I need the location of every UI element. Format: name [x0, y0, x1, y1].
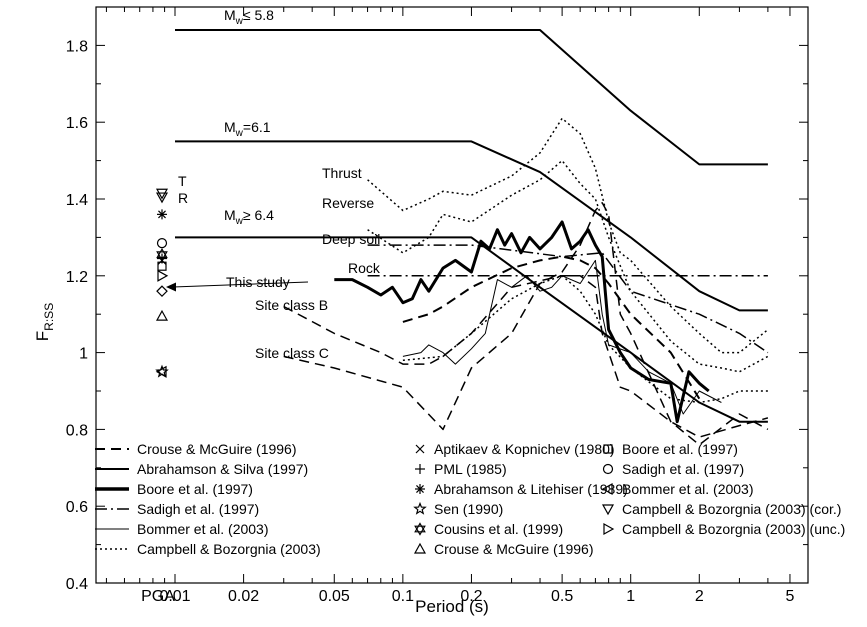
legend-label: Campbell & Bozorgnia (2003) (unc.)	[622, 521, 845, 537]
pga-marker-this-study	[156, 285, 168, 298]
site-class-c-label: Site class C	[255, 345, 329, 361]
legend-symbol-aptikaev-kopnichev-1980	[415, 444, 425, 454]
legend-symbol-campbell-bozorgnia-2003-unc	[603, 522, 615, 536]
pga-marker-campbell-bozorgnia-2003-unc	[157, 269, 169, 282]
y-axis-title: FR:SS	[33, 303, 56, 341]
legend-label: Sadigh et al. (1997)	[137, 501, 259, 517]
y-tick-label: 0.6	[66, 499, 88, 516]
t-label: T	[178, 173, 187, 189]
legend-label: Abrahamson & Silva (1997)	[137, 461, 308, 477]
x-tick-label-pga: PGA	[141, 588, 175, 605]
legend-label: Sadigh et al. (1997)	[622, 461, 744, 477]
x-tick-label: 2	[695, 588, 704, 605]
series-line-sadigh-et-al-1997	[367, 244, 769, 354]
legend-label: Crouse & McGuire (1996)	[137, 441, 297, 457]
x-tick-label: 0.05	[319, 588, 350, 605]
pga-marker-crouse-mcguire-1996	[155, 309, 169, 321]
x-tick-label: 0.2	[460, 588, 482, 605]
legend-label: Boore et al. (1997)	[137, 481, 253, 497]
series-line-crouse-mcguire-1996	[283, 275, 769, 438]
pga-marker-campbell-bozorgnia-2003-cor	[155, 188, 169, 200]
legend-label: Bommer et al. (2003)	[137, 521, 269, 537]
legend-symbol-crouse-mcguire-1996	[413, 542, 427, 554]
x-tick-label: 5	[786, 588, 795, 605]
legend-label: Sen (1990)	[434, 501, 503, 517]
legend-label: Boore et al. (1997)	[622, 441, 738, 457]
pga-marker-abrahamson-litehiser-1989	[157, 209, 167, 220]
y-tick-label: 1.2	[66, 269, 88, 286]
legend-label: Campbell & Bozorgnia (2003) (cor.)	[622, 501, 841, 517]
legend-label: Crouse & McGuire (1996)	[434, 541, 594, 557]
axes	[95, 6, 809, 584]
pga-marker-sen-1990	[155, 364, 169, 378]
axis-ticks: 0.4 0.6 0.8 1 1.2 1.4 1.6 1.8 0.01 0.02 0.05 0.1 0.2…	[66, 6, 808, 605]
pga-marker-campbell-bozorgnia-2003-cor	[155, 192, 169, 204]
y-tick-label: 1.4	[66, 192, 88, 209]
x-tick-label: 0.01	[159, 588, 190, 605]
rock-label: Rock	[348, 260, 381, 276]
mw-low-label: Mw≥ 6.4	[224, 207, 274, 227]
pga-marker-sadigh-et-al-1997	[156, 238, 168, 249]
y-tick-label: 1	[79, 346, 88, 363]
thrust-label: Thrust	[322, 165, 362, 181]
legend-symbol-bommer-et-al-2003	[601, 482, 613, 496]
deep-soil-label: Deep soil	[322, 231, 380, 247]
legend-label: Abrahamson & Litehiser (1989)	[434, 481, 628, 497]
legend-label: PML (1985)	[434, 461, 507, 477]
x-tick-label: 0.5	[551, 588, 573, 605]
series-line-campbell-bozorgnia-2003	[367, 159, 769, 373]
pga-markers	[155, 188, 169, 378]
pga-marker-boore-et-al-1997	[157, 261, 167, 271]
series-lines	[175, 29, 769, 446]
series-line-abrahamson-silva-1997	[175, 140, 768, 312]
legend-symbol-boore-et-al-1997	[603, 444, 613, 454]
series-line-abrahamson-silva-1997	[175, 236, 768, 423]
y-tick-label: 1.8	[66, 38, 88, 55]
legend-symbol-sadigh-et-al-1997	[602, 463, 614, 475]
this-study-arrow-line	[172, 281, 309, 288]
y-tick-label: 1.6	[66, 115, 88, 132]
site-class-b-label: Site class B	[255, 297, 328, 313]
x-tick-label: 0.1	[392, 588, 414, 605]
this-study-label: This study	[226, 274, 290, 290]
y-tick-label: 0.8	[66, 422, 88, 439]
legend-symbol-abrahamson-litehiser-1989	[415, 484, 425, 494]
x-tick-label: 0.02	[228, 588, 259, 605]
x-axis-title: Period (s)	[415, 597, 489, 616]
legend-symbol-cousins-et-al-1999	[414, 522, 426, 536]
y-tick-label: 0.4	[66, 576, 88, 593]
legend-label: Campbell & Bozorgnia (2003)	[137, 541, 321, 557]
annotations: Mw≤ 5.8 Mw=6.1 Mw≥ 6.4 Thrust Reverse De…	[166, 7, 381, 361]
series-line-campbell-bozorgnia-2003	[402, 275, 768, 404]
legend: Crouse & McGuire (1996) Abrahamson & Silv…	[95, 441, 845, 557]
x-tick-label: 1	[626, 588, 635, 605]
reverse-label: Reverse	[322, 195, 374, 211]
mw-mid-label: Mw=6.1	[224, 119, 271, 139]
legend-symbol-campbell-bozorgnia-2003-cor	[601, 504, 615, 516]
legend-label: Bommer et al. (2003)	[622, 481, 754, 497]
plot-frame	[95, 6, 809, 584]
legend-label: Cousins et al. (1999)	[434, 521, 563, 537]
r-label: R	[178, 190, 188, 206]
legend-symbol-sen-1990	[413, 501, 427, 515]
series-line-bommer-et-al-2003	[402, 259, 722, 415]
legend-symbol-pml-1985	[415, 464, 425, 474]
mw-high-label: Mw≤ 5.8	[224, 7, 274, 27]
legend-label: Aptikaev & Kopnichev (1980)	[434, 441, 615, 457]
series-line-abrahamson-silva-1997	[175, 29, 768, 166]
this-study-arrowhead	[166, 282, 176, 292]
series-line-crouse-mcguire-1996	[283, 202, 769, 446]
